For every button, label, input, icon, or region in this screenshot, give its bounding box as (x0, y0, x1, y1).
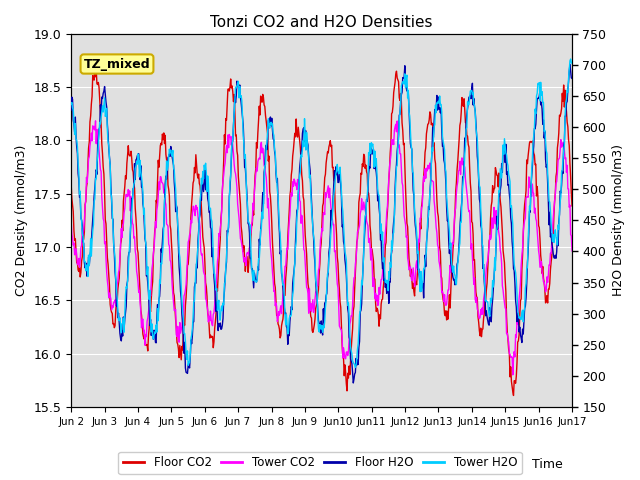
Y-axis label: CO2 Density (mmol/m3): CO2 Density (mmol/m3) (15, 145, 28, 296)
Bar (71, 194, 572, 247)
Legend: Floor CO2, Tower CO2, Floor H2O, Tower H2O: Floor CO2, Tower CO2, Floor H2O, Tower H… (118, 452, 522, 474)
Text: TZ_mixed: TZ_mixed (84, 58, 150, 71)
Bar (71, 87, 572, 141)
Bar (71, 300, 572, 354)
Text: Time: Time (532, 458, 563, 471)
Y-axis label: H2O Density (mmol/m3): H2O Density (mmol/m3) (612, 144, 625, 297)
Title: Tonzi CO2 and H2O Densities: Tonzi CO2 and H2O Densities (211, 15, 433, 30)
